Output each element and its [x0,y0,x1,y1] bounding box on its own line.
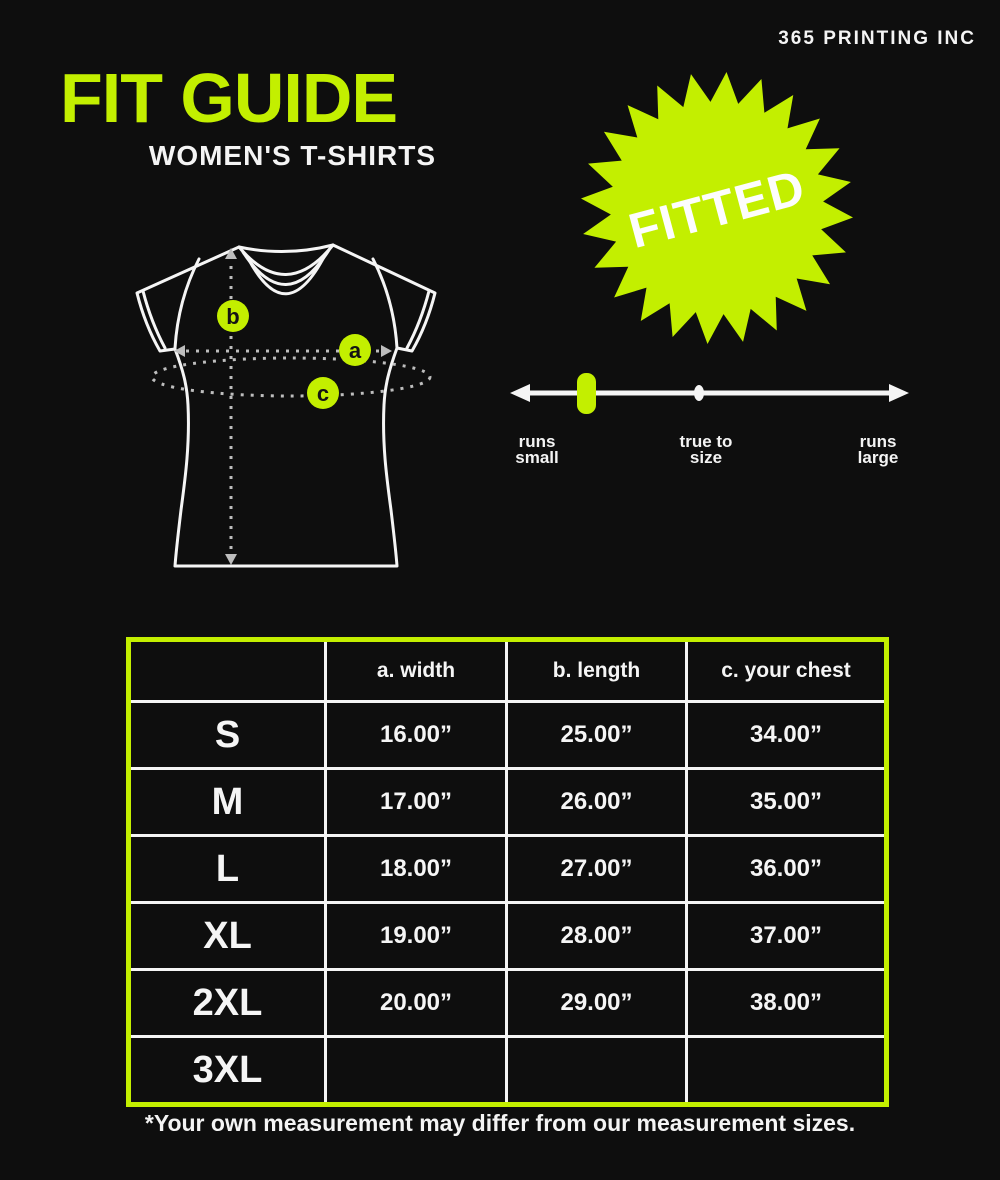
size-cell: S [127,700,327,770]
width-cell: 20.00” [324,968,508,1038]
marker-c-circle [307,377,339,409]
chest-cell [685,1035,888,1106]
fit-scale-arrow-right [889,384,909,402]
scale-label-runs-small: runs small [515,432,559,467]
chest-measure-ellipse [150,356,432,398]
size-cell: 3XL [127,1035,327,1106]
tshirt-outline [135,243,437,568]
fit-scale-indicator [577,373,596,414]
tshirt-back-neck [237,243,335,253]
tshirt-right-cuff-line [405,289,431,350]
table-row-3xl: 3XL [127,1035,888,1106]
size-cell: M [127,767,327,837]
length-cell: 26.00” [505,767,688,837]
fitted-badge: FITTED [580,71,854,345]
chest-cell: 35.00” [685,767,888,837]
table-row-s: S 16.00” 25.00” 34.00” [127,700,888,770]
scale-label-runs-large: runs large [857,432,899,467]
marker-a-circle [339,334,371,366]
marker-b-label: b [226,304,239,329]
scale-label-true-to-size: true to size [679,432,733,467]
width-cell: 17.00” [324,767,508,837]
tshirt-collar-inner2 [246,253,327,296]
length-cell: 25.00” [505,700,688,770]
marker-c-label: c [317,381,329,406]
tshirt-right-armhole [371,257,399,350]
width-arrow-right [381,345,392,357]
length-cell: 29.00” [505,968,688,1038]
length-arrow-up [225,248,237,259]
table-row-2xl: 2XL 20.00” 29.00” 38.00” [127,968,888,1038]
column-header-chest: c. your chest [685,638,888,703]
chest-cell: 36.00” [685,834,888,904]
width-cell: 19.00” [324,901,508,971]
chest-cell: 34.00” [685,700,888,770]
marker-b-circle [217,300,249,332]
chest-cell: 37.00” [685,901,888,971]
page-subtitle: WOMEN'S T-SHIRTS [148,140,436,171]
tshirt-left-cuff-line [141,289,167,350]
footnote: *Your own measurement may differ from ou… [144,1110,856,1136]
length-cell: 27.00” [505,834,688,904]
width-arrow-left [174,345,185,357]
column-header-width: a. width [324,638,508,703]
size-cell: 2XL [127,968,327,1038]
width-cell [324,1035,508,1106]
table-row-m: M 17.00” 26.00” 35.00” [127,767,888,837]
chest-cell: 38.00” [685,968,888,1038]
table-row-xl: XL 19.00” 28.00” 37.00” [127,901,888,971]
brand-text: 365 PRINTING INC [778,28,976,49]
table-header-row: a. width b. length c. your chest [127,638,888,703]
table-row-l: L 18.00” 27.00” 36.00” [127,834,888,904]
page-title: FIT GUIDE [60,59,398,137]
fit-scale-arrow-left [510,384,530,402]
true-to-size-dot [694,385,704,401]
width-cell: 18.00” [324,834,508,904]
size-cell: L [127,834,327,904]
column-header-size [127,638,327,703]
marker-a-label: a [349,338,362,363]
length-arrow-down [225,554,237,565]
size-table: a. width b. length c. your chest S 16.00… [126,637,889,1107]
size-cell: XL [127,901,327,971]
length-cell [505,1035,688,1106]
starburst-shape [580,71,854,345]
length-cell: 28.00” [505,901,688,971]
column-header-length: b. length [505,638,688,703]
width-cell: 16.00” [324,700,508,770]
tshirt-left-armhole [173,257,201,350]
